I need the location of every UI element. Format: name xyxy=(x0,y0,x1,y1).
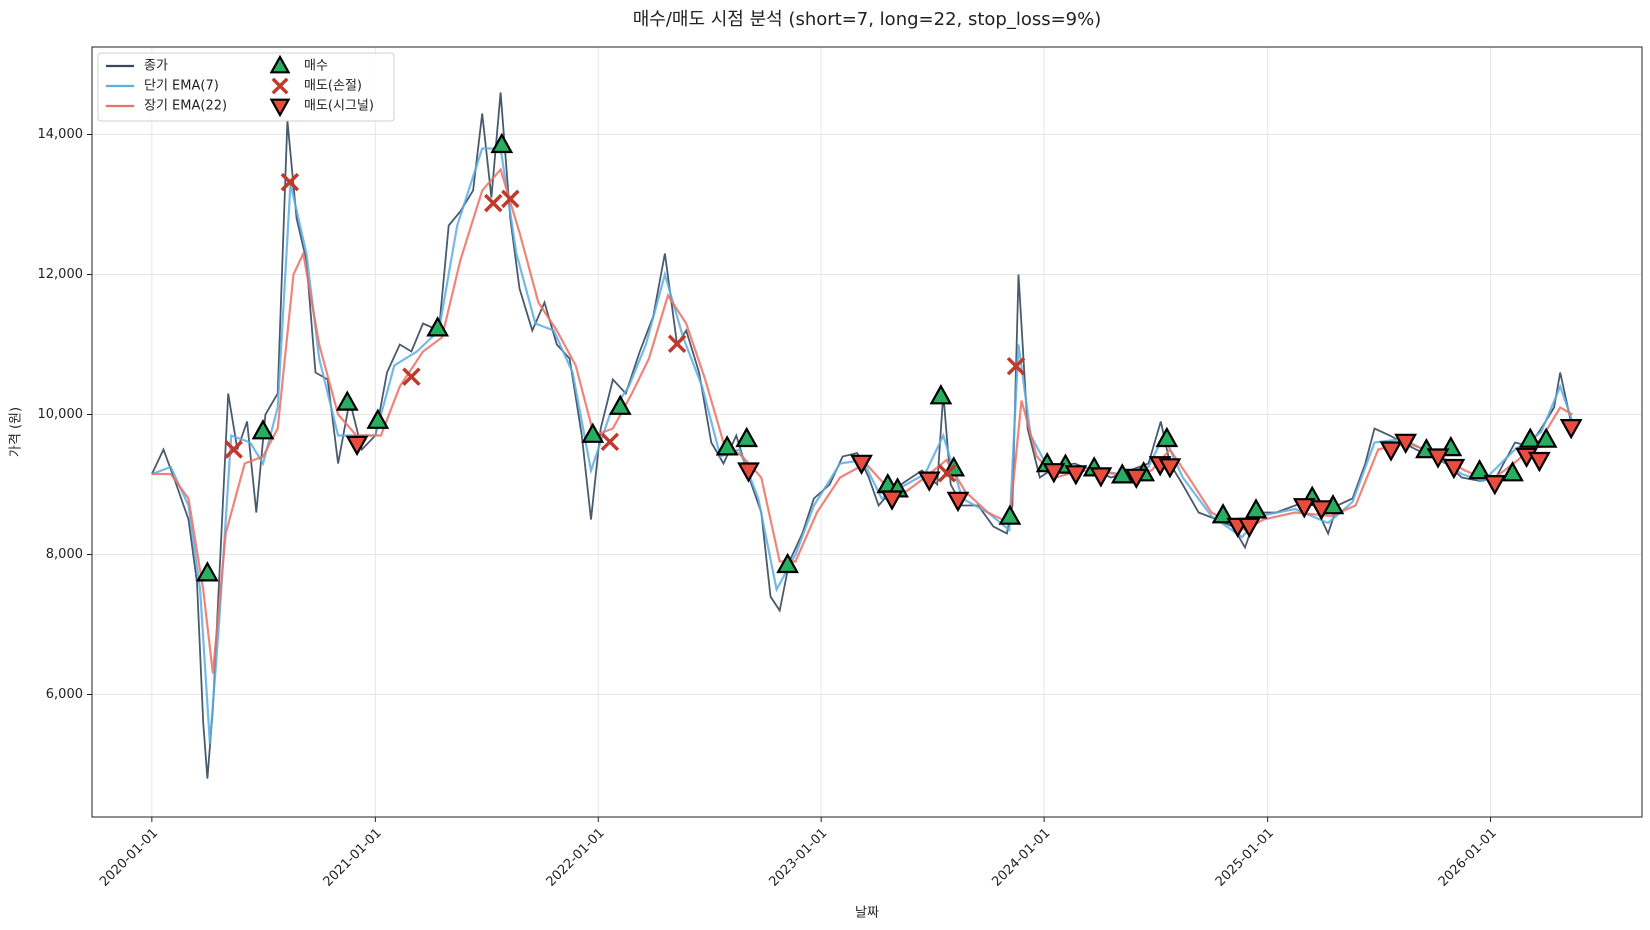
sell-signal-marker xyxy=(880,490,904,511)
buy-marker xyxy=(426,316,450,337)
sell-signal-marker xyxy=(1483,475,1507,496)
sell-signal-marker xyxy=(1089,467,1113,488)
buy-marker xyxy=(1244,498,1268,519)
sell-signal-marker xyxy=(1394,433,1418,455)
legend-swatch xyxy=(269,98,291,118)
stop-loss-marker xyxy=(667,334,687,354)
buy-marker xyxy=(929,384,953,405)
chart-title: 매수/매도 시점 분석 (short=7, long=22, stop_loss… xyxy=(633,9,1102,30)
price-line xyxy=(151,167,1573,674)
sell-signal-marker xyxy=(1292,498,1316,519)
plot-frame xyxy=(91,46,1643,818)
legend-swatch xyxy=(269,54,291,74)
stop-loss-marker xyxy=(937,464,957,483)
stop-loss-marker xyxy=(501,189,520,209)
stop-loss-marker xyxy=(402,367,421,386)
stop-loss-marker xyxy=(1006,356,1026,376)
buy-marker xyxy=(776,552,799,574)
legend-label: 단기 EMA(7) xyxy=(144,79,219,94)
sell-signal-marker xyxy=(1442,458,1466,480)
buy-marker xyxy=(608,394,632,415)
sell-signal-marker xyxy=(1379,441,1403,462)
sell-signal-marker xyxy=(917,471,941,492)
sell-signal-marker xyxy=(1042,463,1066,484)
buy-marker xyxy=(998,504,1022,525)
legend-swatch xyxy=(271,77,289,95)
x-axis-label: 날짜 xyxy=(855,906,879,921)
buy-marker xyxy=(490,132,514,154)
sell-signal-marker xyxy=(1309,500,1333,521)
legend-label: 매도(손절) xyxy=(304,79,362,94)
stop-loss-marker xyxy=(224,440,243,459)
stop-loss-marker xyxy=(484,193,503,213)
buy-marker xyxy=(251,419,275,440)
sell-signal-marker xyxy=(345,435,369,457)
buy-marker xyxy=(366,408,390,429)
buy-marker xyxy=(1534,427,1558,448)
y-tick-label: 8,000 xyxy=(46,547,83,562)
y-axis-label: 가격 (원) xyxy=(9,407,24,457)
legend-label: 매수 xyxy=(304,59,328,74)
y-tick-label: 14,000 xyxy=(38,127,84,142)
sell-signal-marker xyxy=(1528,451,1551,473)
sell-signal-marker xyxy=(850,454,873,476)
legend-label: 종가 xyxy=(144,59,168,74)
buy-marker xyxy=(1110,463,1134,484)
sell-signal-marker xyxy=(1559,419,1583,440)
stop-loss-marker xyxy=(280,172,300,192)
buy-marker xyxy=(196,561,219,582)
buy-marker xyxy=(1155,426,1179,448)
legend-label: 장기 EMA(22) xyxy=(144,99,227,114)
sell-signal-marker xyxy=(737,462,760,483)
sell-signal-marker xyxy=(946,491,970,513)
sell-signal-marker xyxy=(1237,517,1261,539)
buy-marker xyxy=(1501,461,1524,482)
legend-label: 매도(시그널) xyxy=(304,99,374,114)
buy-marker xyxy=(715,435,739,456)
y-tick-label: 6,000 xyxy=(46,687,83,702)
sell-signal-marker xyxy=(1158,458,1182,479)
y-tick-label: 10,000 xyxy=(38,407,84,422)
legend-box xyxy=(97,52,395,122)
sell-signal-marker xyxy=(1124,468,1148,490)
buy-marker xyxy=(735,426,759,448)
stop-loss-marker xyxy=(600,432,620,452)
buy-marker xyxy=(1468,458,1491,480)
buy-marker xyxy=(1518,427,1542,448)
y-tick-label: 12,000 xyxy=(38,267,84,282)
sell-signal-marker xyxy=(1064,465,1088,486)
sell-signal-marker xyxy=(1426,448,1450,469)
buy-marker xyxy=(581,422,605,443)
buy-marker xyxy=(335,390,359,411)
